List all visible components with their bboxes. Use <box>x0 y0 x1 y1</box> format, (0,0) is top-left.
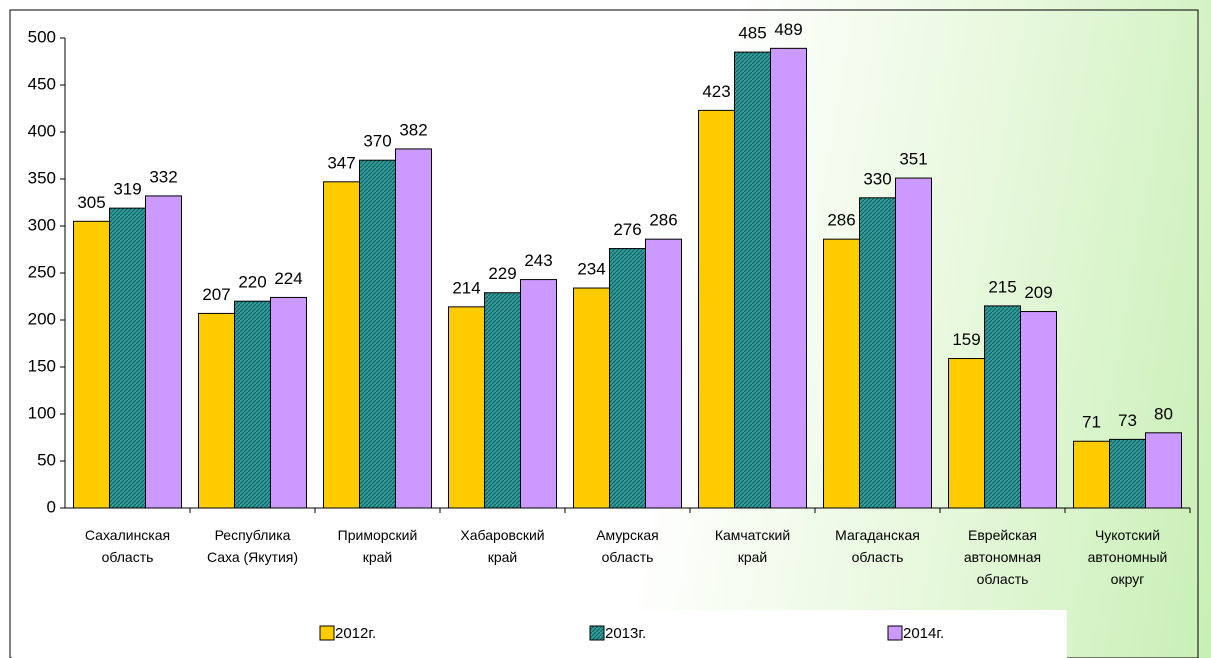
x-tick-label: Еврейская автономная область <box>963 527 1042 587</box>
frame <box>9 9 1199 658</box>
data-label: 286 <box>649 211 677 230</box>
bar <box>395 148 432 509</box>
x-tick-label: Республика Саха (Якутия) <box>206 527 299 565</box>
bar <box>770 47 807 509</box>
x-tick-label: Амурская область <box>596 527 659 565</box>
data-label: 330 <box>863 169 891 188</box>
bar <box>948 358 985 509</box>
data-label: 332 <box>149 167 177 186</box>
bar <box>734 51 771 509</box>
data-label: 423 <box>702 82 730 101</box>
x-tick-label: Приморский край <box>337 527 418 565</box>
data-label: 207 <box>202 285 230 304</box>
bar <box>1020 311 1057 509</box>
data-label: 319 <box>113 180 141 199</box>
data-label: 229 <box>488 264 516 283</box>
x-tick-label: Сахалинская область <box>84 527 171 565</box>
data-label: 73 <box>1118 411 1137 430</box>
bar <box>859 197 896 509</box>
data-label: 489 <box>774 20 802 39</box>
legend-swatch <box>589 625 605 641</box>
bar <box>1145 432 1182 509</box>
y-tick-label: 150 <box>28 356 56 375</box>
data-label: 209 <box>1024 283 1052 302</box>
bar <box>234 300 271 509</box>
bar <box>698 109 735 509</box>
data-label: 243 <box>524 251 552 270</box>
bar <box>520 279 557 509</box>
x-tick-label: Чукотский автономный округ <box>1087 527 1168 587</box>
data-label: 215 <box>988 277 1016 296</box>
y-tick-label: 350 <box>28 168 56 187</box>
bar <box>323 181 360 509</box>
data-label: 305 <box>77 193 105 212</box>
bar <box>270 296 307 509</box>
x-tick-label: Магаданская область <box>835 527 920 565</box>
y-tick-label: 300 <box>28 215 56 234</box>
bar <box>198 312 235 509</box>
y-tick-label: 400 <box>28 121 56 140</box>
y-tick-label: 0 <box>47 497 56 516</box>
legend-swatch <box>887 625 903 641</box>
bar <box>823 238 860 509</box>
bar <box>895 177 932 509</box>
y-tick-label: 200 <box>28 309 56 328</box>
bar <box>1073 440 1110 509</box>
legend-label: 2014г. <box>903 625 944 642</box>
data-label: 220 <box>238 273 266 292</box>
data-label: 370 <box>363 132 391 151</box>
data-label: 382 <box>399 120 427 139</box>
bar <box>984 305 1021 509</box>
bar <box>109 207 146 509</box>
y-tick-label: 250 <box>28 262 56 281</box>
bar <box>484 292 521 509</box>
data-label: 485 <box>738 24 766 43</box>
bar <box>145 195 182 509</box>
data-label: 351 <box>899 150 927 169</box>
y-tick-label: 450 <box>28 74 56 93</box>
bar <box>645 238 682 509</box>
x-tick-label: Камчатский край <box>714 527 791 565</box>
y-tick-label: 500 <box>28 27 56 46</box>
data-label: 347 <box>327 153 355 172</box>
data-label: 80 <box>1154 404 1173 423</box>
legend-label: 2012г. <box>335 625 376 642</box>
y-tick-label: 100 <box>28 403 56 422</box>
bar <box>73 220 110 509</box>
data-label: 234 <box>577 260 605 279</box>
bar <box>573 287 610 509</box>
legend-swatch <box>319 625 335 641</box>
data-label: 71 <box>1082 413 1101 432</box>
data-label: 224 <box>274 269 302 288</box>
bar <box>448 306 485 509</box>
legend-label: 2013г. <box>605 625 646 642</box>
data-label: 159 <box>952 330 980 349</box>
y-tick-label: 50 <box>37 450 56 469</box>
bar <box>359 159 396 509</box>
bar <box>609 248 646 509</box>
bar <box>1109 438 1146 509</box>
data-label: 286 <box>827 211 855 230</box>
data-label: 214 <box>452 278 480 297</box>
data-label: 276 <box>613 220 641 239</box>
x-tick-label: Хабаровский край <box>460 527 545 565</box>
